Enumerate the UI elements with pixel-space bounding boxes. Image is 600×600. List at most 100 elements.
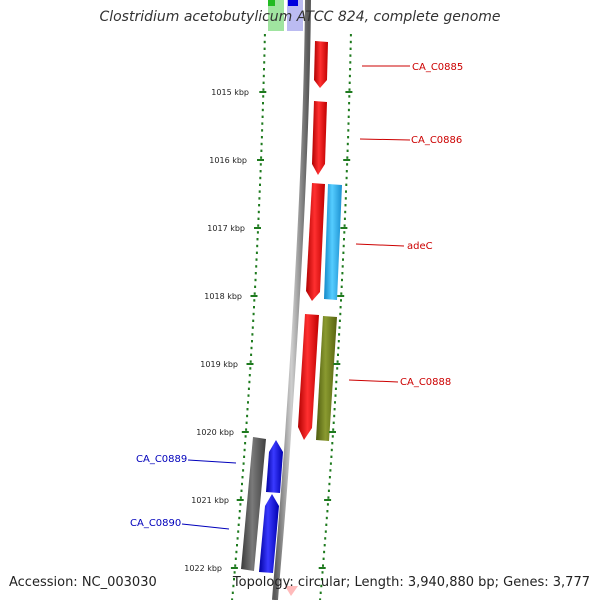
inner-dot	[239, 496, 242, 499]
inner-dot	[259, 176, 262, 180]
inner-dot	[244, 435, 247, 438]
outer-dot	[331, 442, 334, 445]
gene-ca-c0888-neighbor[interactable]	[316, 316, 337, 441]
outer-dot	[343, 217, 346, 220]
outer-dot	[348, 74, 351, 78]
leader-adeC	[355, 243, 405, 247]
inner-dot	[250, 353, 253, 356]
outer-dot	[345, 183, 348, 186]
major-tick	[259, 91, 267, 93]
inner-dot	[260, 149, 263, 152]
outer-dot	[338, 333, 341, 336]
major-tick	[340, 227, 348, 229]
inner-dot	[244, 442, 247, 445]
major-tick	[257, 159, 264, 161]
gene-ca-c0890[interactable]	[259, 494, 279, 573]
label-adeC[interactable]: adeC	[407, 241, 433, 252]
inner-dot	[255, 251, 258, 254]
inner-dot	[247, 401, 249, 404]
inner-dot	[263, 68, 265, 71]
label-leader-lines	[181, 65, 411, 530]
top-blue-gene-head	[288, 0, 298, 6]
major-tick	[254, 227, 261, 229]
outer-dot	[326, 510, 329, 513]
scale-major-ticks	[230, 91, 353, 569]
outer-dot	[333, 408, 336, 411]
outer-dot	[340, 299, 342, 302]
outer-dot	[344, 204, 347, 207]
label-ca-c0885[interactable]: CA_C0885	[412, 62, 463, 73]
leader-ca-c0886	[359, 138, 411, 141]
outer-dot	[338, 319, 341, 322]
inner-dot	[243, 448, 246, 452]
scale-label-1020: 1020 kbp	[196, 428, 234, 437]
inner-dot	[256, 231, 259, 234]
outer-dot	[337, 340, 340, 343]
genome-summary-text: Topology: circular; Length: 3,940,880 bp…	[232, 575, 590, 590]
major-tick	[324, 499, 332, 501]
outer-dot	[322, 564, 324, 567]
inner-dot	[261, 129, 264, 132]
forward-strand-genes	[298, 41, 342, 441]
label-ca-c0889[interactable]: CA_C0889	[136, 454, 187, 465]
outer-dot	[320, 584, 323, 588]
outer-dot	[323, 550, 326, 554]
inner-dot	[257, 210, 260, 214]
outer-dot	[332, 428, 335, 431]
top-green-gene-fragment	[268, 0, 284, 31]
inner-dot	[247, 394, 250, 397]
outer-dot	[346, 163, 349, 166]
outer-dot	[346, 156, 349, 159]
inner-dot	[243, 455, 246, 458]
leader-ca-c0888	[348, 379, 399, 383]
inner-dot	[251, 326, 254, 329]
label-ca-c0890[interactable]: CA_C0890	[130, 518, 181, 529]
outer-dot	[329, 462, 332, 465]
outer-dot	[342, 258, 344, 261]
gene-adeC[interactable]	[306, 183, 325, 301]
inner-dot	[232, 584, 235, 588]
inner-dot	[234, 564, 237, 567]
gene-ca-c0889[interactable]	[266, 440, 283, 493]
inner-dot	[255, 258, 258, 261]
gene-ca-c0888[interactable]	[298, 314, 319, 440]
outer-dot	[339, 312, 342, 316]
inner-dot	[248, 374, 251, 377]
inner-dot	[245, 421, 248, 424]
outer-dot	[344, 210, 347, 214]
leader-ca-c0890	[181, 523, 230, 530]
inner-dot	[237, 530, 240, 533]
outer-dot	[349, 61, 352, 64]
outer-dot	[345, 190, 347, 193]
outer-dot	[348, 95, 351, 98]
outer-dot	[337, 353, 339, 356]
inner-dot	[262, 81, 265, 84]
outer-dot	[347, 129, 350, 132]
label-ca-c0886[interactable]: CA_C0886	[411, 135, 462, 146]
major-tick	[250, 295, 258, 297]
inner-dot	[254, 285, 257, 288]
gene-ca-c0886[interactable]	[312, 101, 327, 175]
outer-dot	[349, 47, 352, 50]
inner-dot	[231, 598, 234, 600]
gene-gray-lane[interactable]	[241, 437, 266, 571]
top-blue-gene-fragment	[287, 0, 303, 31]
accession-text: Accession: NC_003030	[9, 575, 157, 590]
scale-label-1017: 1017 kbp	[207, 224, 245, 233]
major-tick	[241, 431, 249, 433]
outer-dot	[321, 571, 324, 574]
scale-label-1021: 1021 kbp	[191, 496, 229, 505]
outer-dot	[342, 251, 345, 254]
outer-dot	[334, 387, 337, 390]
inner-dot	[247, 387, 250, 390]
major-tick	[329, 431, 336, 433]
gene-ca-c0885[interactable]	[314, 41, 328, 88]
inner-dot	[251, 340, 253, 343]
inner-dot	[259, 170, 262, 173]
major-tick	[230, 567, 238, 569]
gene-adeC-neighbor[interactable]	[324, 184, 342, 300]
page-title: Clostridium acetobutylicum ATCC 824, com…	[99, 9, 501, 25]
outer-dot	[348, 81, 351, 84]
label-ca-c0888[interactable]: CA_C0888	[400, 377, 451, 388]
